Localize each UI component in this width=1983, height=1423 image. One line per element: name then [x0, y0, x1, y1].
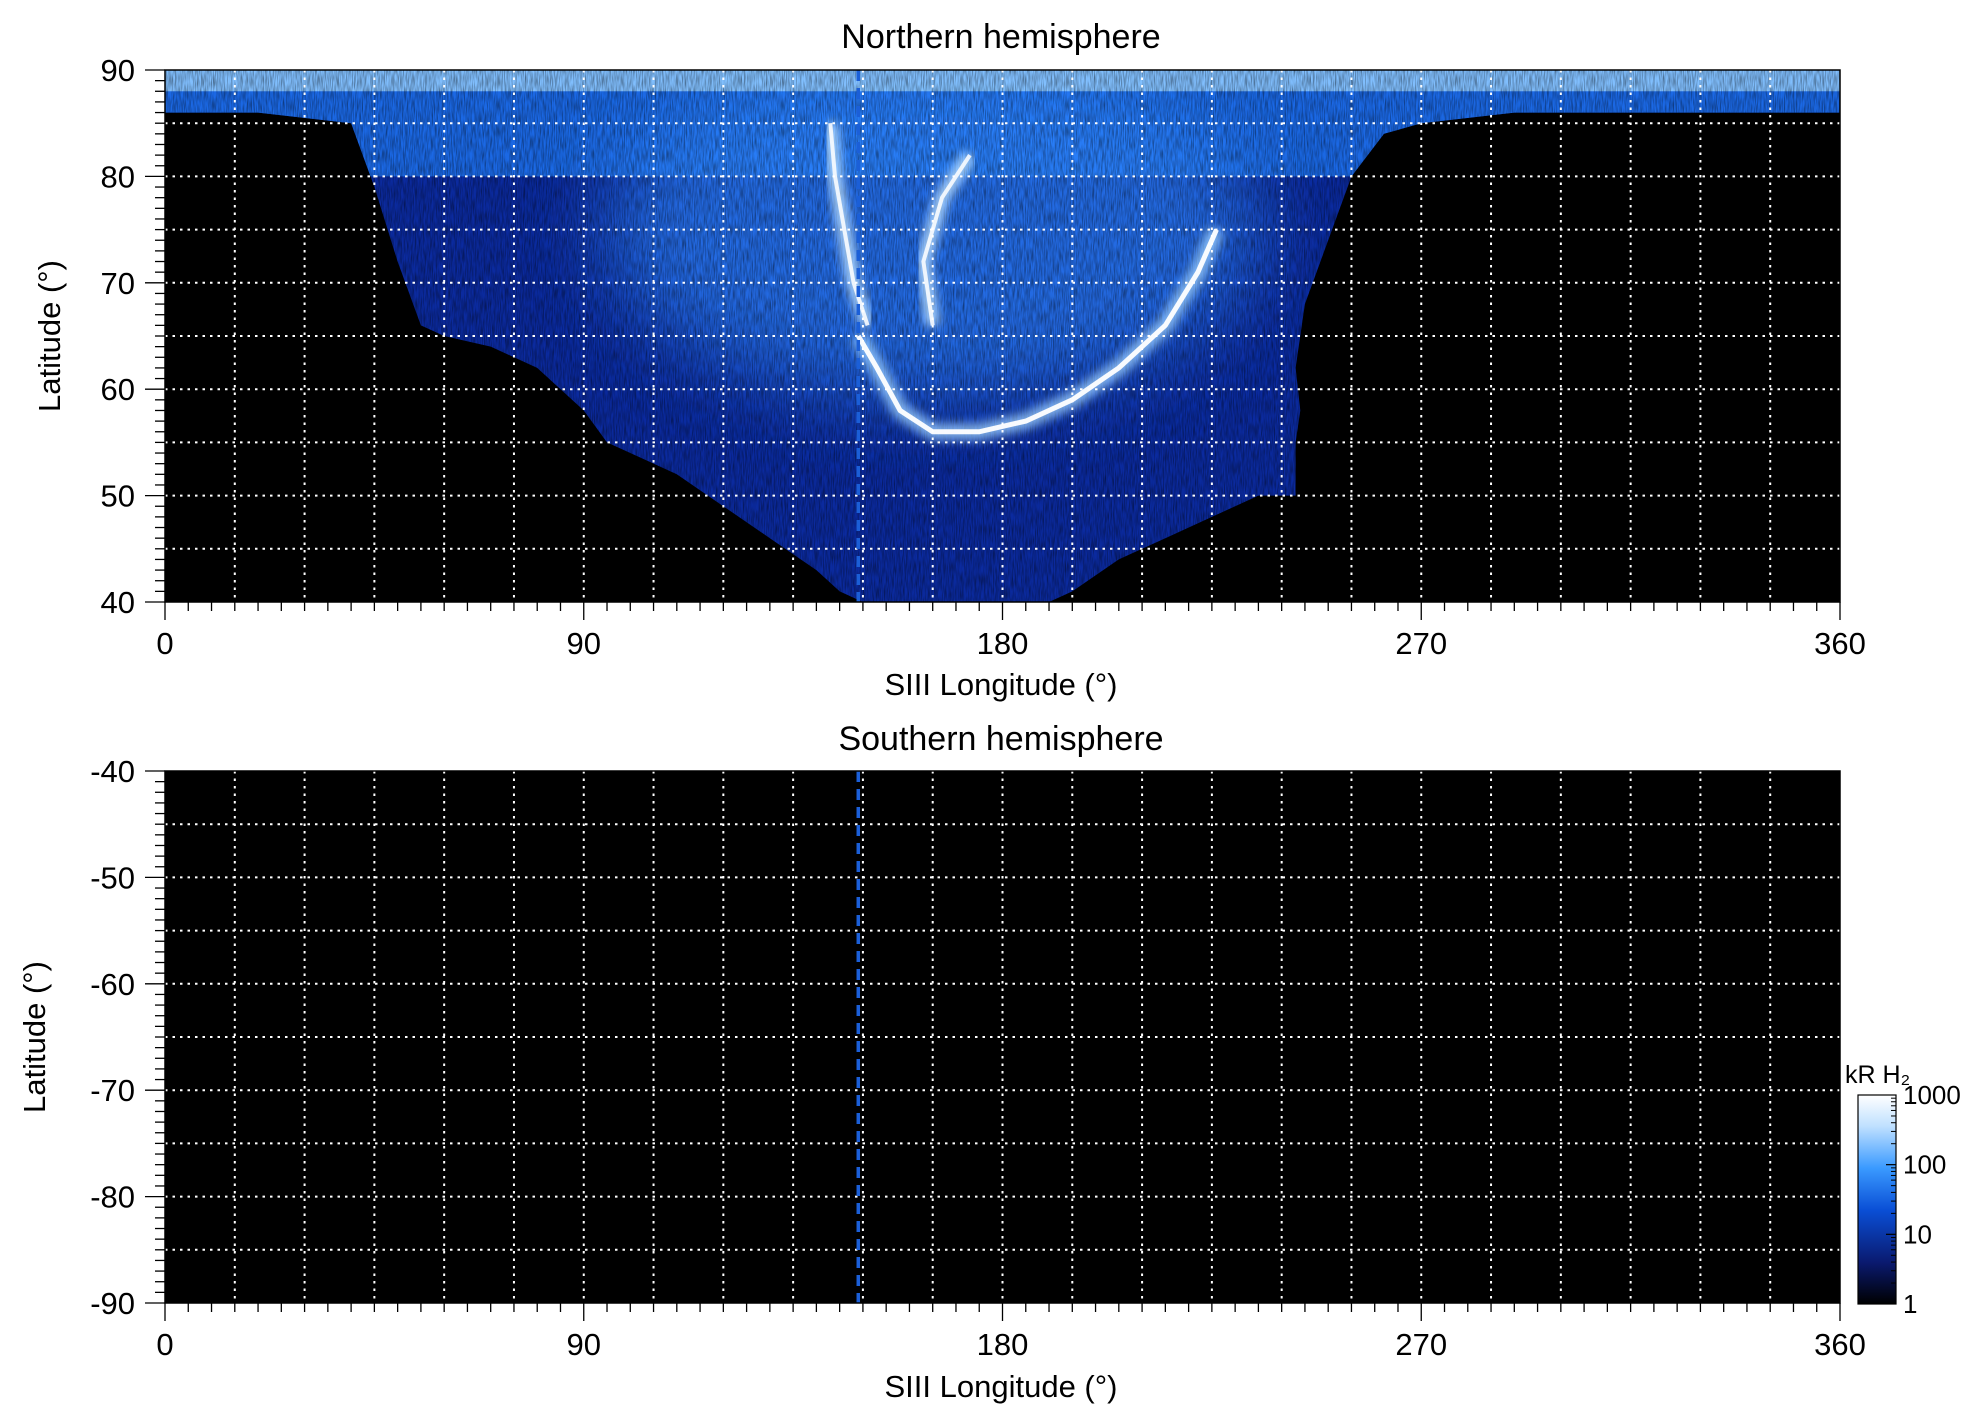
- y-tick-label: -60: [90, 967, 135, 1002]
- x-tick-label: 180: [977, 1327, 1029, 1362]
- northern-y-axis: 40 50 60 70 80 90: [101, 53, 165, 620]
- y-tick-label: -70: [90, 1073, 135, 1108]
- northern-panel: Northern hemisphere 40 50 60 70 80 90 0 90 180 2…: [32, 18, 1866, 702]
- southern-panel: Southern hemisphere -40 -50 -60 -70 -80 -90 0…: [17, 720, 1866, 1404]
- colorbar-tick-label: 1000: [1903, 1080, 1961, 1110]
- northern-x-axis: 0 90 180 270 360: [156, 602, 1866, 661]
- colorbar-tick-label: 1: [1903, 1289, 1917, 1319]
- colorbar-label: kR H₂: [1845, 1061, 1910, 1089]
- southern-x-axis: 0 90 180 270 360: [156, 1303, 1866, 1362]
- northern-x-axis-label: SIII Longitude (°): [885, 667, 1118, 702]
- x-tick-label: 90: [567, 1327, 601, 1362]
- southern-y-axis: -40 -50 -60 -70 -80 -90: [90, 754, 165, 1321]
- x-tick-label: 0: [156, 1327, 173, 1362]
- x-tick-label: 360: [1814, 626, 1866, 661]
- colorbar-ticks: 1000 100 10 1: [1886, 1080, 1961, 1319]
- y-tick-label: -80: [90, 1180, 135, 1215]
- x-tick-label: 270: [1395, 1327, 1447, 1362]
- northern-y-axis-label: Latitude (°): [32, 260, 67, 412]
- y-tick-label: 80: [101, 159, 135, 194]
- northern-grid: [165, 70, 1840, 602]
- y-tick-label: 90: [101, 53, 135, 88]
- x-tick-label: 180: [977, 626, 1029, 661]
- colorbar-tick-label: 10: [1903, 1219, 1932, 1249]
- y-tick-label: -50: [90, 860, 135, 895]
- colorbar-tick-label: 100: [1903, 1150, 1946, 1180]
- y-tick-label: 60: [101, 372, 135, 407]
- southern-title: Southern hemisphere: [838, 720, 1163, 758]
- southern-y-axis-label: Latitude (°): [17, 961, 52, 1113]
- x-tick-label: 270: [1395, 626, 1447, 661]
- y-tick-label: -90: [90, 1286, 135, 1321]
- y-tick-label: -40: [90, 754, 135, 789]
- colorbar: kR H₂ 1000 100 10 1: [1845, 1061, 1961, 1319]
- x-tick-label: 0: [156, 626, 173, 661]
- southern-x-axis-label: SIII Longitude (°): [885, 1369, 1118, 1404]
- colorbar-gradient: [1857, 1094, 1897, 1305]
- y-tick-label: 40: [101, 585, 135, 620]
- northern-title: Northern hemisphere: [841, 18, 1160, 56]
- y-tick-label: 50: [101, 479, 135, 514]
- main-oval: [856, 228, 1219, 435]
- x-tick-label: 360: [1814, 1327, 1866, 1362]
- x-tick-label: 90: [567, 626, 601, 661]
- southern-grid: [165, 771, 1840, 1303]
- y-tick-label: 70: [101, 266, 135, 301]
